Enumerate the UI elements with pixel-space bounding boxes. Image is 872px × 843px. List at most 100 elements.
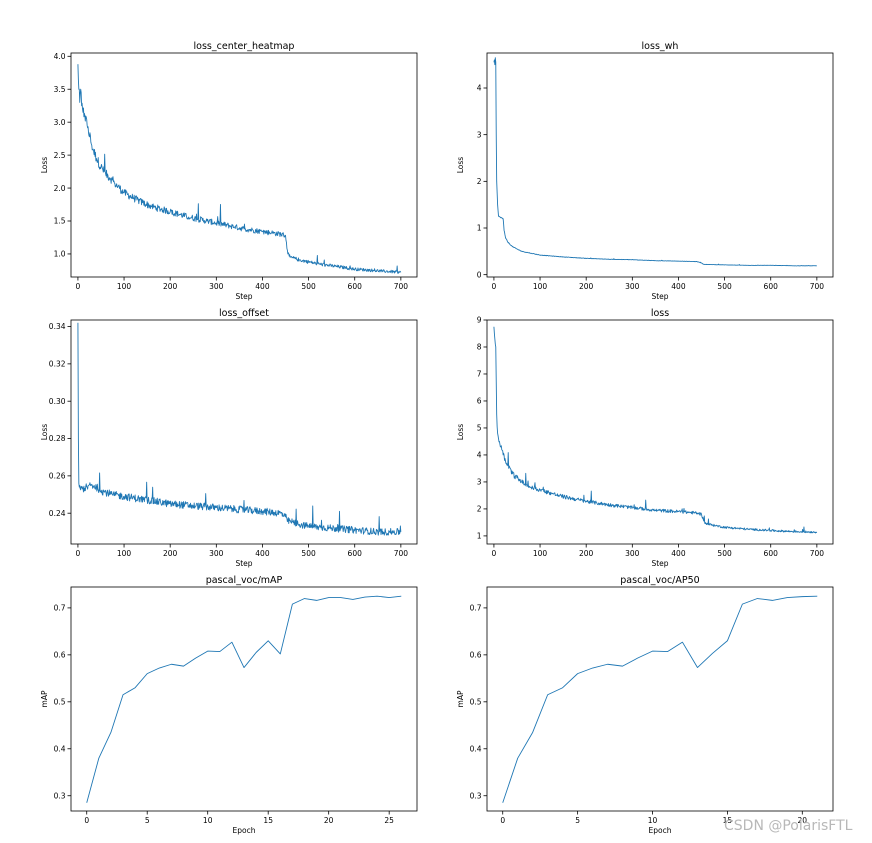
x-tick-label: 300 <box>625 549 640 558</box>
x-tick-label: 0 <box>84 816 89 825</box>
x-axis-label: Step <box>235 292 252 301</box>
x-tick-label: 100 <box>533 549 548 558</box>
y-tick-label: 0.3 <box>54 791 66 800</box>
x-tick-label: 0 <box>76 549 81 558</box>
axes-frame <box>70 586 418 812</box>
x-tick-label: 700 <box>810 282 825 291</box>
series-line <box>77 322 402 536</box>
y-tick-label: 1.0 <box>54 250 66 259</box>
x-tick-label: 0 <box>76 282 81 291</box>
x-tick-label: 600 <box>764 282 779 291</box>
y-tick-label: 2.0 <box>54 184 66 193</box>
y-tick-label: 3 <box>477 478 482 487</box>
x-tick-label: 0 <box>500 816 505 825</box>
y-tick-label: 2 <box>477 505 482 514</box>
y-axis-label: Loss <box>456 157 465 174</box>
x-tick-label: 400 <box>255 549 270 558</box>
y-axis-label: Loss <box>40 157 49 174</box>
chart-5: pascal_voc/AP50 0 5 10 15 20 0.3 0.4 0.5 0.6 0.7 Ep… <box>456 575 834 835</box>
series-line <box>493 57 817 267</box>
y-tick-label: 0.4 <box>54 744 66 753</box>
y-axis-label: mAP <box>40 690 49 707</box>
x-tick-label: 20 <box>798 816 808 825</box>
y-tick-label: 0.26 <box>49 472 66 481</box>
x-tick-label: 500 <box>301 549 316 558</box>
x-tick-label: 300 <box>209 282 224 291</box>
y-tick-label: 3.5 <box>54 85 66 94</box>
y-tick-label: 9 <box>477 316 482 325</box>
x-tick-label: 600 <box>764 549 779 558</box>
x-axis-label: Epoch <box>233 826 256 835</box>
y-tick-label: 2.5 <box>54 151 66 160</box>
y-tick-label: 4.0 <box>54 52 66 61</box>
series-line <box>502 595 818 803</box>
axes-frame <box>486 586 834 812</box>
y-tick-label: 0.4 <box>470 744 482 753</box>
chart-title: loss_offset <box>219 308 269 319</box>
y-axis-label: Loss <box>40 424 49 441</box>
y-tick-label: 7 <box>477 370 482 379</box>
y-tick-label: 4 <box>477 451 482 460</box>
x-tick-label: 0 <box>492 282 497 291</box>
y-tick-label: 0.30 <box>49 397 66 406</box>
chart-0: loss_center_heatmap 0 100 200 300 400 500 600 70… <box>40 41 418 301</box>
y-tick-label: 0.7 <box>54 604 66 613</box>
chart-3: loss 0 100 200 300 400 500 600 700 1 2 3 4 5 6 7 8 9 Step L… <box>456 308 834 568</box>
y-tick-label: 1 <box>477 532 482 541</box>
y-axis-label: Loss <box>456 424 465 441</box>
x-tick-label: 400 <box>671 549 686 558</box>
x-axis-label: Step <box>651 559 668 568</box>
x-tick-label: 400 <box>671 282 686 291</box>
x-tick-label: 100 <box>117 282 132 291</box>
x-tick-label: 200 <box>163 549 178 558</box>
x-tick-label: 400 <box>255 282 270 291</box>
x-tick-label: 10 <box>648 816 658 825</box>
chart-1: loss_wh 0 100 200 300 400 500 600 700 0 1 2 3 4 Step Lo… <box>456 41 834 301</box>
y-tick-label: 6 <box>477 397 482 406</box>
chart-title: pascal_voc/mAP <box>206 575 283 586</box>
x-tick-label: 700 <box>394 282 409 291</box>
y-tick-label: 2 <box>477 177 482 186</box>
y-tick-label: 3.0 <box>54 118 66 127</box>
y-tick-label: 3 <box>477 130 482 139</box>
y-tick-label: 0.6 <box>470 651 482 660</box>
x-tick-label: 5 <box>145 816 150 825</box>
y-tick-label: 0.5 <box>54 698 66 707</box>
y-tick-label: 0.7 <box>470 604 482 613</box>
y-tick-label: 0.5 <box>470 698 482 707</box>
y-tick-label: 0.28 <box>49 434 66 443</box>
y-tick-label: 0.3 <box>470 791 482 800</box>
x-tick-label: 25 <box>384 816 394 825</box>
chart-title: loss_center_heatmap <box>194 41 295 52</box>
chart-title: loss <box>651 308 669 319</box>
y-tick-label: 0.6 <box>54 651 66 660</box>
y-tick-label: 4 <box>477 84 482 93</box>
y-tick-label: 0.32 <box>49 360 66 369</box>
series-line <box>493 326 818 534</box>
axes-frame <box>70 319 418 545</box>
y-axis-label: mAP <box>456 690 465 707</box>
x-tick-label: 600 <box>348 282 363 291</box>
chart-title: pascal_voc/AP50 <box>620 575 699 586</box>
y-tick-label: 5 <box>477 424 482 433</box>
x-tick-label: 200 <box>163 282 178 291</box>
y-tick-label: 1 <box>477 224 482 233</box>
x-tick-label: 500 <box>717 282 732 291</box>
y-tick-label: 0 <box>477 270 482 279</box>
x-tick-label: 15 <box>263 816 273 825</box>
series-line <box>77 64 402 274</box>
chart-title: loss_wh <box>642 41 679 52</box>
x-tick-label: 200 <box>579 282 594 291</box>
chart-2: loss_offset 0 100 200 300 400 500 600 700 0.24 0.2… <box>40 308 418 568</box>
x-tick-label: 700 <box>394 549 409 558</box>
axes-frame <box>486 319 834 545</box>
watermark: CSDN @PolarisFTL <box>724 818 853 834</box>
x-tick-label: 500 <box>301 282 316 291</box>
x-tick-label: 700 <box>810 549 825 558</box>
x-tick-label: 0 <box>492 549 497 558</box>
x-axis-label: Step <box>235 559 252 568</box>
x-tick-label: 600 <box>348 549 363 558</box>
chart-4: pascal_voc/mAP 0 5 10 15 20 25 0.3 0.4 0.5 0.6 0.7 E… <box>40 575 418 835</box>
y-tick-label: 1.5 <box>54 217 66 226</box>
x-tick-label: 300 <box>209 549 224 558</box>
